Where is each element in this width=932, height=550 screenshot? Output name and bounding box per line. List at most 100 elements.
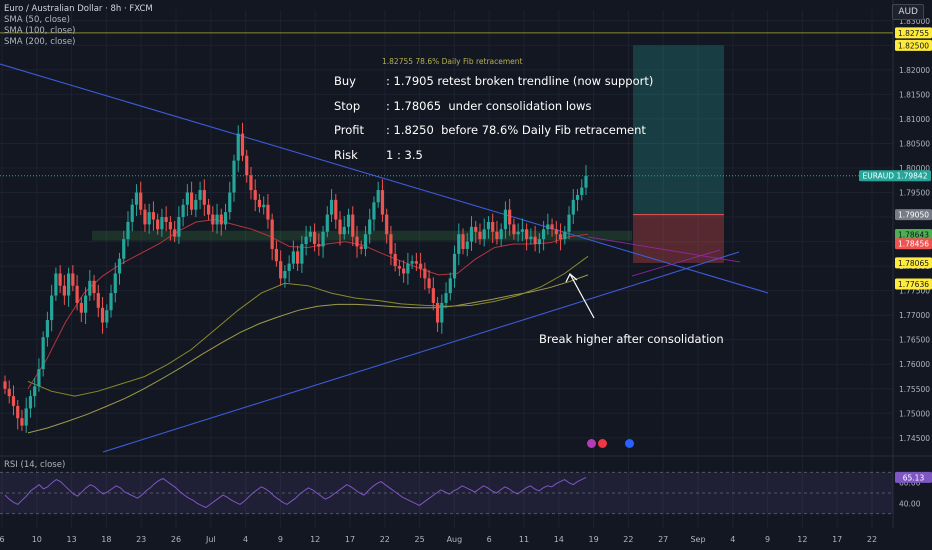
rsi-tick-label: 60.00 — [899, 479, 921, 488]
y-tick-label: 1.81500 — [899, 90, 930, 99]
y-tick-label: 1.83000 — [899, 17, 930, 26]
upper-trendline — [0, 63, 769, 294]
candle-body — [385, 214, 389, 235]
candle-body — [168, 221, 172, 230]
candle-body — [96, 293, 100, 308]
candle-body — [338, 219, 342, 235]
x-tick-label: 22 — [623, 535, 633, 544]
price-badge — [895, 278, 932, 290]
candle-body — [558, 234, 563, 240]
candle-body — [486, 221, 491, 230]
candle-body — [139, 192, 143, 210]
x-tick-label: 9 — [765, 535, 770, 544]
candle-body — [321, 231, 325, 247]
candle-body — [317, 244, 321, 247]
take-profit-zone — [633, 45, 724, 215]
y-tick-label: 1.76000 — [899, 360, 930, 369]
candle-body — [100, 307, 105, 323]
candle-body — [529, 236, 533, 240]
candle-body — [189, 192, 194, 210]
candle-body — [45, 320, 50, 338]
sma-100-line — [27, 255, 589, 397]
candle-body — [346, 214, 351, 227]
candle-body — [71, 273, 75, 286]
candle-body — [62, 285, 66, 296]
note-value: : 1.8250 before 78.6% Daily Fib retracem… — [386, 123, 646, 137]
candle-body — [329, 199, 334, 215]
x-tick-label: 14 — [554, 535, 564, 544]
candle-body — [469, 226, 474, 242]
candle-body — [88, 280, 92, 296]
note-value: 1 : 3.5 — [386, 147, 423, 162]
candle-body — [274, 248, 279, 262]
candle-body — [28, 396, 33, 409]
price-badge-label: 1.77636 — [898, 280, 929, 289]
candle-body — [287, 263, 291, 272]
note-key: Buy — [334, 74, 356, 88]
candle-body — [465, 241, 469, 249]
candle-body — [109, 293, 113, 311]
x-tick-label: 4 — [730, 535, 735, 544]
candle-body — [296, 251, 300, 264]
candle-body — [410, 261, 414, 264]
rsi-tick-label: 40.00 — [899, 499, 921, 508]
candle-body — [444, 293, 448, 303]
candle-body — [393, 253, 397, 267]
candle-body — [194, 199, 198, 210]
projection-line — [587, 236, 741, 263]
candle-body — [308, 231, 312, 237]
candle-body — [279, 261, 283, 279]
x-tick-label: 18 — [101, 535, 111, 544]
candle-body — [215, 214, 219, 225]
event-icon[interactable] — [587, 439, 596, 448]
candle-body — [173, 229, 177, 237]
price-badge-label: EURAUD 1.79842 — [863, 172, 928, 181]
candle-body — [143, 209, 147, 225]
candle-body — [474, 226, 478, 232]
candle-body — [516, 231, 520, 235]
currency-selector[interactable]: AUD — [892, 4, 924, 20]
candle-body — [372, 202, 376, 220]
candle-body — [406, 263, 410, 274]
event-icon[interactable] — [598, 439, 607, 448]
y-tick-label: 1.74500 — [899, 434, 930, 443]
candle-body — [325, 214, 329, 232]
candle-body — [546, 224, 550, 230]
candle-body — [219, 214, 223, 225]
candle-body — [520, 229, 524, 232]
annotation-text: Break higher after consolidation — [539, 332, 724, 346]
candle-body — [20, 418, 24, 426]
price-badge-label: 1.82500 — [898, 41, 929, 50]
candle-body — [105, 310, 109, 323]
candle-body — [499, 229, 503, 240]
rsi-legend: RSI (14, close) — [4, 460, 66, 470]
x-tick-label: 17 — [832, 535, 842, 544]
candle-body — [397, 266, 402, 269]
candle-body — [257, 199, 262, 208]
candle-body — [435, 302, 440, 323]
x-tick-label: 11 — [519, 535, 529, 544]
rsi-line — [4, 476, 587, 509]
candle-body — [240, 133, 245, 156]
candle-body — [537, 239, 541, 245]
event-icon[interactable] — [625, 439, 634, 448]
candle-body — [164, 217, 168, 222]
consolidation-zone — [92, 230, 632, 241]
candle-body — [440, 302, 444, 323]
candle-body — [75, 285, 79, 303]
candle-body — [253, 190, 257, 200]
candle-body — [236, 133, 240, 161]
trade-notes: Buy: 1.7905 retest broken trendline (now… — [334, 74, 653, 172]
candle-body — [147, 212, 151, 225]
candle-body — [11, 396, 16, 406]
candle-body — [334, 199, 338, 220]
candle-body — [41, 337, 45, 370]
y-tick-label: 1.80500 — [899, 139, 930, 148]
x-tick-label: 10 — [32, 535, 42, 544]
candle-body — [580, 187, 584, 195]
candle-body — [351, 214, 355, 237]
sma-100-legend: SMA (100, close) — [4, 26, 76, 36]
candle-body — [83, 295, 88, 313]
y-tick-label: 1.77500 — [899, 287, 930, 296]
